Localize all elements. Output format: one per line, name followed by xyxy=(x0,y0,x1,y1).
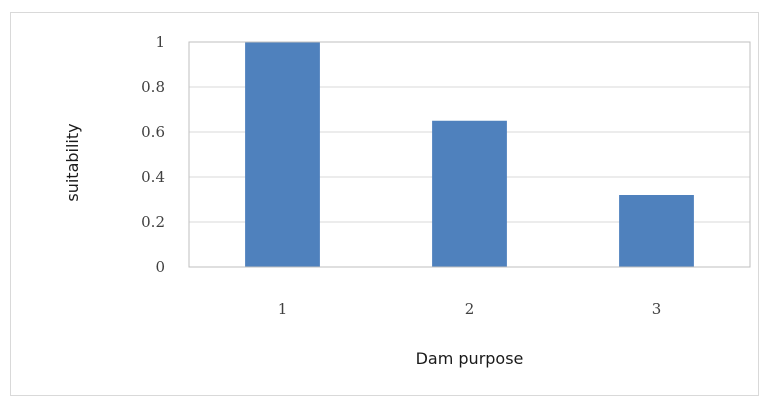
bar-3 xyxy=(619,195,694,267)
x-tick-label: 1 xyxy=(278,300,288,318)
x-tick-label: 3 xyxy=(652,300,662,318)
y-tick-labels: 0 0.2 0.4 0.6 0.8 1 xyxy=(141,33,165,276)
bar-1 xyxy=(245,42,320,267)
x-tick-labels: 1 2 3 xyxy=(278,300,662,318)
y-tick-label: 1 xyxy=(155,33,165,51)
y-axis-title: suitability xyxy=(63,123,82,201)
bars xyxy=(245,42,694,267)
y-tick-label: 0 xyxy=(155,258,165,276)
x-tick-label: 2 xyxy=(465,300,475,318)
y-tick-label: 0.2 xyxy=(141,213,165,231)
x-axis-title: Dam purpose xyxy=(416,349,524,368)
bar-2 xyxy=(432,120,507,267)
y-tick-label: 0.6 xyxy=(141,123,165,141)
y-tick-label: 0.4 xyxy=(141,168,165,186)
y-tick-label: 0.8 xyxy=(141,78,165,96)
plot-area-border xyxy=(188,41,751,268)
